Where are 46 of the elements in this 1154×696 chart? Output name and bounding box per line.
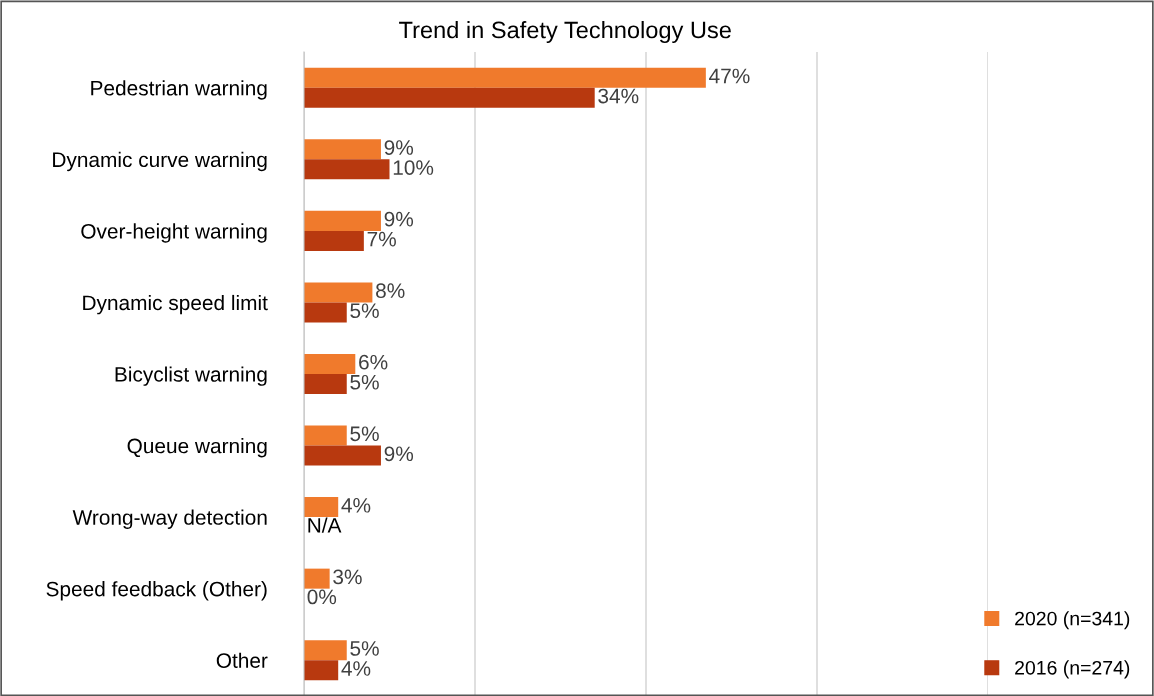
bar [304,159,390,180]
y-tick-label: Dynamic curve warning [53,151,267,172]
bar [304,282,373,303]
data-label: 5% [350,641,379,656]
data-label: 4% [341,661,371,676]
data-label: 9% [384,211,414,227]
data-label: 5% [350,303,379,319]
legend-label: 2016 (n=274) [1015,660,1130,679]
data-label: 47% [709,68,750,84]
y-tick-label: Dynamic speed limit [83,294,268,315]
data-label: 9% [384,140,414,155]
bar [304,568,330,589]
bar [304,640,347,661]
bar [304,67,706,88]
bar [304,139,381,160]
bar [304,87,595,108]
bar [304,353,356,374]
y-tick-label: Queue warning [127,438,267,458]
data-label: 3% [333,569,362,585]
y-tick-label: Other [216,652,268,668]
bar [304,302,347,323]
y-tick-label: Wrong-way detection [72,509,267,529]
y-tick-label: Over-height warning [81,223,267,243]
chart-title: Trend in Safety Technology Use [399,21,731,43]
bar [304,425,347,446]
bar [304,230,364,251]
data-label: 8% [376,283,405,299]
y-tick-label: Pedestrian warning [91,80,267,100]
data-label: 7% [367,231,396,247]
data-label: 4% [341,498,371,513]
data-label: 34% [598,88,639,104]
data-label: 6% [359,354,388,370]
data-label: 5% [350,374,379,390]
bar [304,660,339,681]
bar [304,210,381,231]
data-label: 5% [350,426,379,442]
data-label: 9% [384,446,414,462]
data-label: 0% [307,589,337,605]
text: N/A [308,517,342,533]
bar [304,374,347,395]
data-label: 10% [393,160,434,175]
bar [304,497,339,518]
bar [304,445,381,466]
y-tick-label: Bicyclist warning [115,366,267,386]
legend-label: 2020 (n=341) [1015,611,1130,630]
y-tick-label: Speed feedback (Other) [46,581,267,601]
